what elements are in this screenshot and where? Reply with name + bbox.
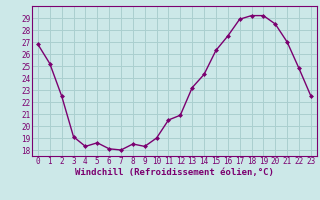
- X-axis label: Windchill (Refroidissement éolien,°C): Windchill (Refroidissement éolien,°C): [75, 168, 274, 177]
